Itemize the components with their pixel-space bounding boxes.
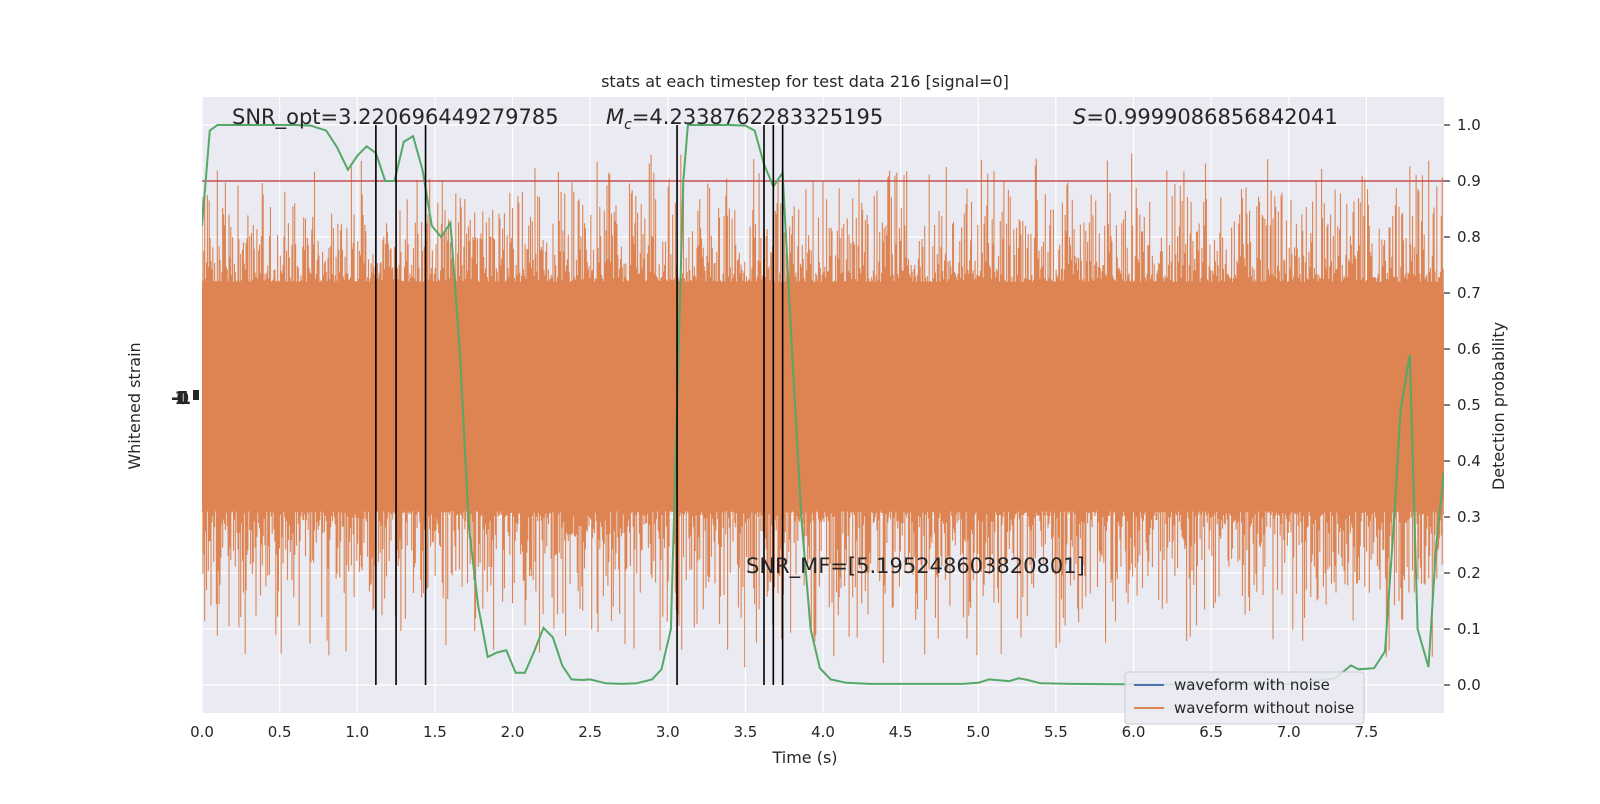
left-axis-label: Whitened strain [125,342,144,469]
probability-layer [202,124,1444,686]
right-axis-ticks: 0.0 0.1 0.2 0.3 0.4 0.5 0.6 0.7 0.8 0.9 1.0 [1444,116,1481,694]
y-tick-label: 0.4 [1457,452,1481,470]
x-tick-label: 7.5 [1354,723,1378,741]
x-tick-label: 2.0 [501,723,525,741]
legend-box [1124,671,1365,725]
x-axis-ticks: 0.0 0.5 1.0 1.5 2.0 2.5 3.0 3.5 4.0 4.5 5.0 5.5 6.0 6… [190,723,1378,741]
s-annotation: S=0.9999086856842041 [1073,105,1338,129]
y-tick-label: 1.0 [1457,116,1481,134]
mc-symbol: M [606,105,624,129]
x-tick-label: 1.0 [345,723,369,741]
snr-mf-annotation: SNR_MF=[5.195248603820801] [746,554,1085,579]
x-tick-label: 0.0 [190,723,214,741]
strain-waveform-without-noise [202,153,1444,668]
mc-value: =4.2338762283325195 [632,105,883,129]
x-tick-label: 0.5 [268,723,292,741]
x-tick-label: 6.5 [1199,723,1223,741]
strain-series [202,153,1444,668]
x-tick-label: 1.5 [423,723,447,741]
x-tick-label: 6.0 [1122,723,1146,741]
y-tick-label: 0.2 [1457,564,1481,582]
left-axis-ticks: -101 [171,388,199,409]
y-tick-label: 0.8 [1457,228,1481,246]
left-tick-label: 1 [174,388,187,409]
y-tick-label: 0.1 [1457,620,1481,638]
right-axis-label: Detection probability [1489,322,1508,490]
mc-annotation: Mc=4.2338762283325195 [606,105,883,133]
x-tick-label: 5.0 [966,723,990,741]
left-tick-mark [193,390,199,400]
y-tick-label: 0.7 [1457,284,1481,302]
legend: waveform with noise waveform without noi… [1124,671,1365,725]
legend-label-no-noise: waveform without noise [1174,699,1354,717]
x-tick-label: 3.0 [656,723,680,741]
x-tick-label: 3.5 [733,723,757,741]
x-tick-label: 4.5 [889,723,913,741]
x-tick-label: 5.5 [1044,723,1068,741]
snr-opt-annotation: SNR_opt=3.220696449279785 [232,105,559,130]
x-axis-label: Time (s) [771,748,837,767]
y-tick-label: 0.3 [1457,508,1481,526]
legend-label-noise: waveform with noise [1174,676,1330,694]
left-tick-label: 0 [176,388,189,409]
chart-title: stats at each timestep for test data 216… [601,72,1009,91]
y-tick-label: 0.6 [1457,340,1481,358]
vertical-markers [375,125,784,685]
mc-subscript: c [624,117,632,133]
detection-probability-line [202,124,1444,686]
s-symbol: S [1073,105,1086,129]
y-tick-label: 0.0 [1457,676,1481,694]
x-tick-label: 2.5 [578,723,602,741]
y-tick-label: 0.5 [1457,396,1481,414]
left-tick-label: -1 [171,388,191,409]
y-tick-label: 0.9 [1457,172,1481,190]
s-value: =0.9999086856842041 [1086,105,1337,129]
x-tick-label: 4.0 [811,723,835,741]
x-tick-label: 7.0 [1277,723,1301,741]
